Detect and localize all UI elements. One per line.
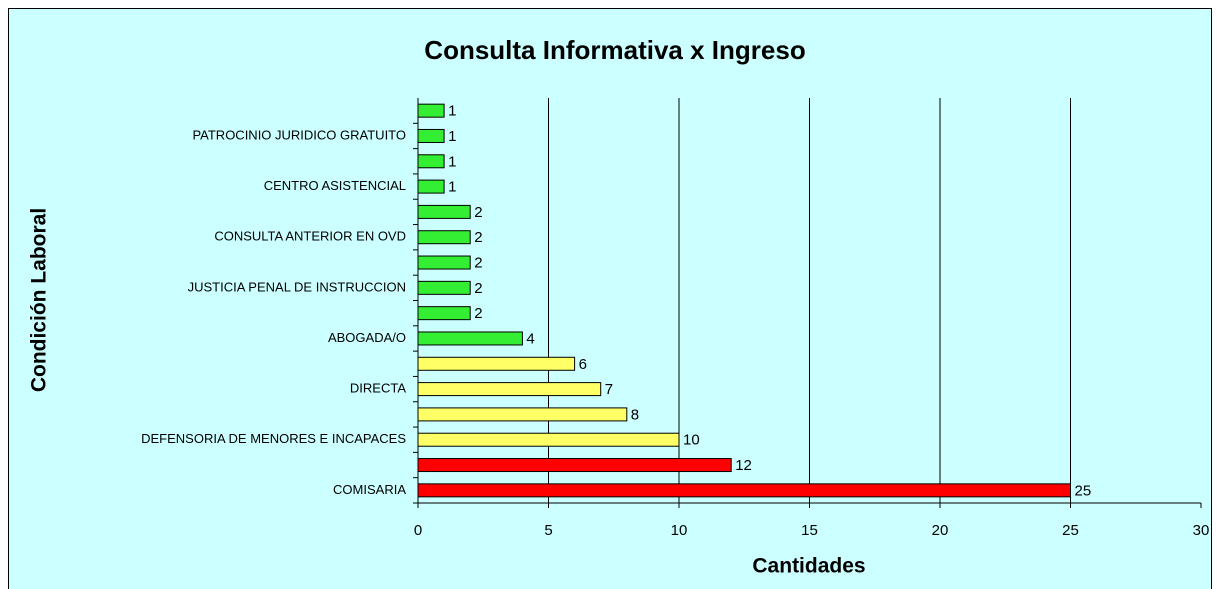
bar — [417, 154, 445, 169]
x-tick-label: 30 — [1193, 522, 1210, 539]
value-label: 1 — [448, 179, 456, 196]
x-tick-label: 25 — [1062, 522, 1079, 539]
value-label: 12 — [735, 457, 752, 474]
y-tick-label: COMISARIA — [333, 482, 406, 497]
bar — [417, 103, 445, 118]
y-tick-label: PATROCINIO JURIDICO GRATUITO — [192, 127, 406, 142]
value-label: 4 — [526, 330, 534, 347]
value-label: 2 — [474, 229, 482, 246]
value-label: 2 — [474, 255, 482, 272]
bar — [417, 280, 471, 295]
value-label: 10 — [683, 432, 700, 449]
bar — [417, 179, 445, 194]
value-label: 6 — [579, 356, 587, 373]
y-tick-label: CENTRO ASISTENCIAL — [264, 178, 406, 193]
bar — [417, 458, 732, 473]
value-label: 8 — [631, 406, 639, 423]
y-tick-label: JUSTICIA PENAL DE INSTRUCCION — [188, 279, 406, 294]
bar — [417, 255, 471, 270]
value-label: 25 — [1075, 482, 1092, 499]
y-tick-label: CONSULTA ANTERIOR EN OVD — [214, 229, 406, 244]
bar — [417, 407, 628, 422]
bar — [417, 382, 602, 397]
y-axis-label: Condición Laboral — [28, 208, 51, 392]
bar — [417, 331, 523, 346]
chart-background — [8, 8, 1212, 589]
y-tick-label: ABOGADA/O — [328, 330, 406, 345]
value-label: 1 — [448, 103, 456, 120]
x-axis-label: Cantidades — [752, 555, 865, 578]
value-label: 2 — [474, 305, 482, 322]
value-label: 1 — [448, 153, 456, 170]
bar — [417, 356, 576, 371]
x-tick-label: 15 — [801, 522, 818, 539]
bar — [417, 432, 680, 447]
bar — [417, 204, 471, 219]
chart-title: Consulta Informativa x Ingreso — [424, 35, 805, 65]
y-tick-label: DIRECTA — [350, 381, 406, 396]
x-tick-label: 0 — [414, 522, 422, 539]
x-tick-label: 10 — [671, 522, 688, 539]
x-tick-label: 20 — [932, 522, 949, 539]
bar — [417, 128, 445, 143]
y-tick-label: DEFENSORIA DE MENORES E INCAPACES — [141, 431, 406, 446]
x-tick-label: 5 — [544, 522, 552, 539]
bar — [417, 306, 471, 321]
value-label: 2 — [474, 280, 482, 297]
value-label: 2 — [474, 204, 482, 221]
bar — [417, 230, 471, 245]
value-label: 7 — [605, 381, 613, 398]
bar — [417, 483, 1071, 498]
value-label: 1 — [448, 128, 456, 145]
